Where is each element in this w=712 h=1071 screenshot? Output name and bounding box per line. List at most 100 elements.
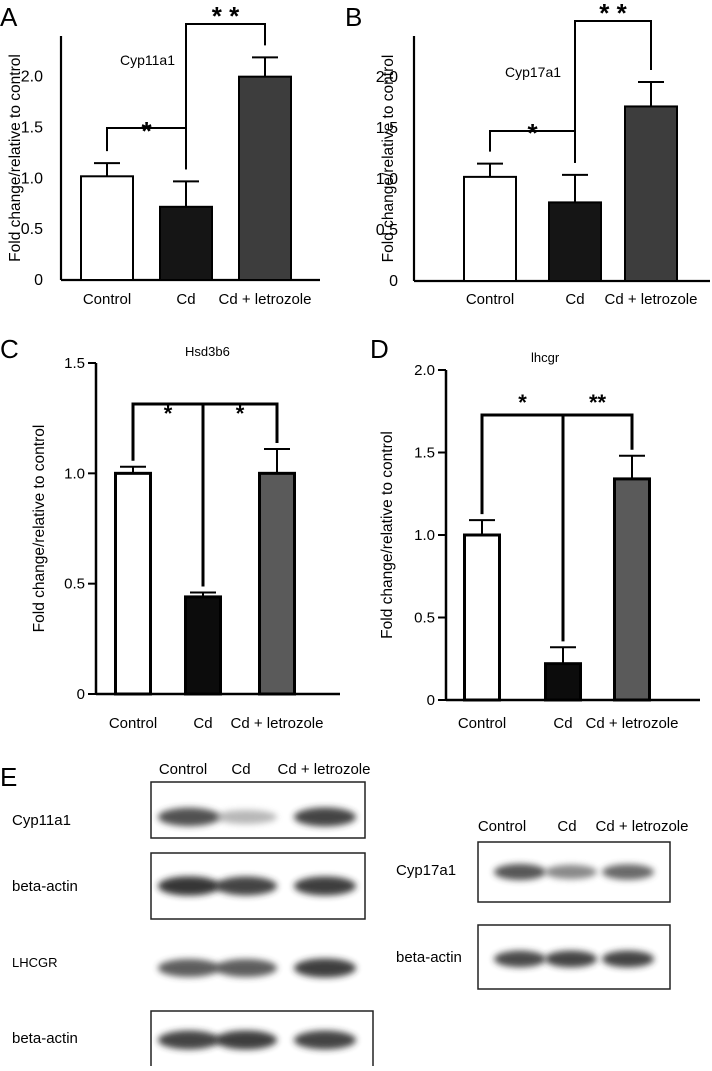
y-tick-label: 2.0 [414, 362, 435, 379]
lane-label: Cd [231, 761, 250, 778]
lane-label: Control [478, 818, 526, 835]
blot-band [602, 950, 654, 968]
y-tick-label: 0.5 [414, 610, 435, 627]
y-tick-label: 2.0 [376, 69, 398, 86]
y-tick-label: 0.5 [21, 221, 43, 238]
y-tick-label: 0 [389, 273, 398, 290]
panel-letter: B [345, 2, 362, 32]
blot-row-label: beta-actin [12, 1030, 78, 1047]
significance-label: * [164, 401, 173, 426]
panel-c-chart: C 0 0.5 1.0 1.5 Fold change/relative to contr… [0, 334, 340, 732]
bar-cd-letrozole [238, 75, 292, 281]
lane-label: Cd + letrozole [596, 818, 689, 835]
blot-row-label: beta-actin [12, 878, 78, 895]
y-axis-label: Fold change/relative to control [31, 425, 48, 633]
y-tick-label: 0 [34, 272, 43, 289]
significance-label: * * [212, 1, 240, 31]
blot-band [294, 876, 356, 896]
blot-band [215, 810, 277, 824]
category-label: Cd + letrozole [231, 715, 324, 732]
blot-band [494, 950, 546, 968]
blot-row-beta-actin: beta-actin [12, 852, 366, 920]
significance-bracket [201, 402, 279, 587]
bar-cd-letrozole [624, 105, 678, 282]
blot-band [158, 1030, 220, 1050]
panel-d-chart: D 0 0.5 1.0 1.5 2.0 Fold change/relative to co… [370, 334, 700, 732]
significance-label: * [141, 116, 152, 146]
bar-cd [184, 595, 222, 696]
y-tick-label: 1.5 [21, 120, 43, 137]
bar-cd-letrozole [258, 471, 296, 696]
blot-row-cyp17a1: Cyp17a1 [396, 841, 671, 903]
panel-letter: D [370, 334, 389, 364]
y-tick-label: 1.0 [21, 170, 43, 187]
blot-band [158, 807, 220, 827]
lane-label: Cd [557, 818, 576, 835]
significance-label: ** [589, 390, 607, 415]
chart-title: lhcgr [531, 350, 560, 365]
category-label: Cd + letrozole [586, 715, 679, 732]
bar-cd [548, 201, 602, 282]
significance-label: * * [599, 0, 627, 28]
blot-row-cyp11a1: Cyp11a1 [12, 781, 366, 839]
bar-control [463, 533, 501, 702]
chart-title: Cyp17a1 [505, 64, 561, 80]
blot-band [215, 1030, 277, 1050]
significance-label: * [236, 401, 245, 426]
bar-cd [544, 662, 582, 702]
panel-letter: A [0, 2, 18, 32]
y-axis-label: Fold change/relative to control [7, 54, 24, 262]
significance-label: * [527, 118, 538, 148]
blot-group-left: Control Cd Cd + letrozole Cyp11a1 beta-actin… [12, 761, 374, 1071]
chart-title: Cyp11a1 [120, 52, 175, 68]
significance-label: * [518, 390, 527, 415]
bar-cd [159, 205, 213, 281]
y-tick-label: 0 [427, 692, 435, 709]
blot-row-label: Cyp17a1 [396, 862, 456, 879]
y-tick-label: 1.5 [376, 120, 398, 137]
category-label: Cd [565, 291, 584, 308]
blot-row-lhcgr: LHCGR [12, 955, 356, 978]
significance-bracket [561, 413, 634, 642]
panel-letter: E [0, 762, 17, 792]
y-axis-label: Fold change/relative to control [380, 55, 397, 263]
blot-band [215, 876, 277, 896]
y-tick-label: 0 [77, 686, 85, 703]
y-tick-label: 1.5 [64, 355, 85, 372]
category-label: Control [83, 291, 131, 308]
category-label: Control [109, 715, 157, 732]
blot-band [294, 958, 356, 978]
blot-band [494, 863, 546, 881]
blot-row-label: beta-actin [396, 949, 462, 966]
bar-control [114, 471, 152, 696]
y-tick-label: 1.0 [376, 171, 398, 188]
blot-band [602, 864, 654, 880]
panel-letter: C [0, 334, 19, 364]
panel-e-western-blots: E Control Cd Cd + letrozole Cyp11a1 beta-act… [0, 761, 689, 1071]
significance-bracket [574, 20, 652, 163]
y-axis-label: Fold change/relative to control [379, 431, 396, 639]
category-label: Cd [176, 291, 195, 308]
y-tick-label: 1.5 [414, 445, 435, 462]
blot-band [294, 807, 356, 827]
y-tick-label: 1.0 [64, 465, 85, 482]
significance-bracket [185, 23, 266, 170]
lane-label: Control [159, 761, 207, 778]
blot-band [545, 864, 597, 880]
blot-row-beta-actin: beta-actin [12, 1010, 374, 1071]
bar-control [80, 175, 134, 281]
blot-band [545, 950, 597, 968]
category-label: Cd [193, 715, 212, 732]
y-tick-label: 0.5 [64, 576, 85, 593]
blot-row-beta-actin: beta-actin [396, 924, 671, 990]
chart-title: Hsd3b6 [185, 344, 230, 359]
blot-band [294, 1030, 356, 1050]
y-tick-label: 1.0 [414, 527, 435, 544]
blot-band [158, 959, 220, 977]
bar-cd-letrozole [613, 477, 651, 702]
category-label: Control [458, 715, 506, 732]
lane-label: Cd + letrozole [278, 761, 371, 778]
